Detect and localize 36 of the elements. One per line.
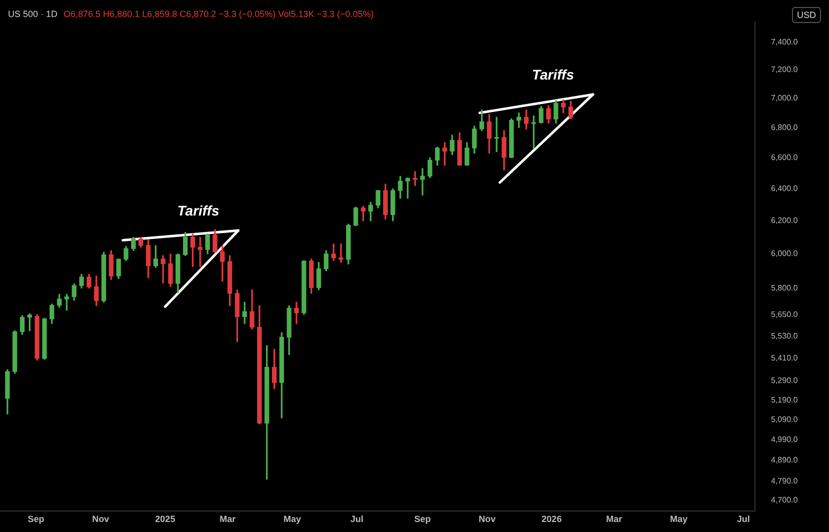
chart-title: US 500 · 1D	[8, 9, 58, 19]
y-tick-label: 5,650.0	[771, 310, 798, 319]
y-tick-label: 5,090.0	[771, 415, 798, 424]
y-tick-label: 5,290.0	[771, 376, 798, 386]
x-tick-label: Mar	[606, 514, 623, 524]
y-tick-label: 6,200.0	[771, 216, 798, 226]
y-axis-title: USD	[792, 7, 821, 23]
y-tick-label: 4,990.0	[771, 435, 798, 444]
y-tick-label: 6,400.0	[771, 184, 798, 193]
x-tick-label: Mar	[220, 514, 236, 524]
y-tick-label: 7,000.0	[771, 94, 798, 103]
y-tick-label: 6,000.0	[771, 249, 798, 258]
x-tick-label: Jul	[736, 514, 750, 524]
y-tick-label: 5,800.0	[771, 283, 798, 292]
y-tick-label: 6,800.0	[771, 122, 798, 132]
x-tick-label: May	[670, 514, 688, 524]
y-tick-label: 6,600.0	[771, 152, 798, 162]
x-tick-label: Jul	[350, 514, 364, 524]
y-tick-label: 4,790.0	[771, 476, 798, 486]
x-tick-label: 2025	[155, 514, 176, 524]
y-tick-label: 5,410.0	[771, 354, 798, 363]
chart-subtitle: O6,876.5 H6,880.1 L6,859.8 C6,870.2 −3.3 (−0.05%) Vol5.13K −3.3 (−0.05%)	[64, 9, 374, 19]
x-tick-label: May	[284, 514, 302, 524]
y-tick-label: 7,400.0	[771, 37, 798, 46]
y-tick-label: 5,190.0	[771, 396, 798, 405]
y-tick-label: 7,200.0	[771, 65, 798, 74]
annotation: Tariffs	[532, 66, 574, 82]
y-tick-label: 4,890.0	[771, 456, 798, 465]
annotation: Tariffs	[177, 202, 220, 218]
x-tick-label: Nov	[92, 514, 110, 524]
x-tick-label: Nov	[478, 514, 496, 524]
x-tick-label: 2026	[542, 514, 562, 524]
x-tick-label: Sep	[28, 514, 45, 524]
y-tick-label: 5,530.0	[771, 331, 798, 340]
y-tick-label: 4,700.0	[771, 496, 798, 505]
x-tick-label: Sep	[414, 514, 432, 524]
